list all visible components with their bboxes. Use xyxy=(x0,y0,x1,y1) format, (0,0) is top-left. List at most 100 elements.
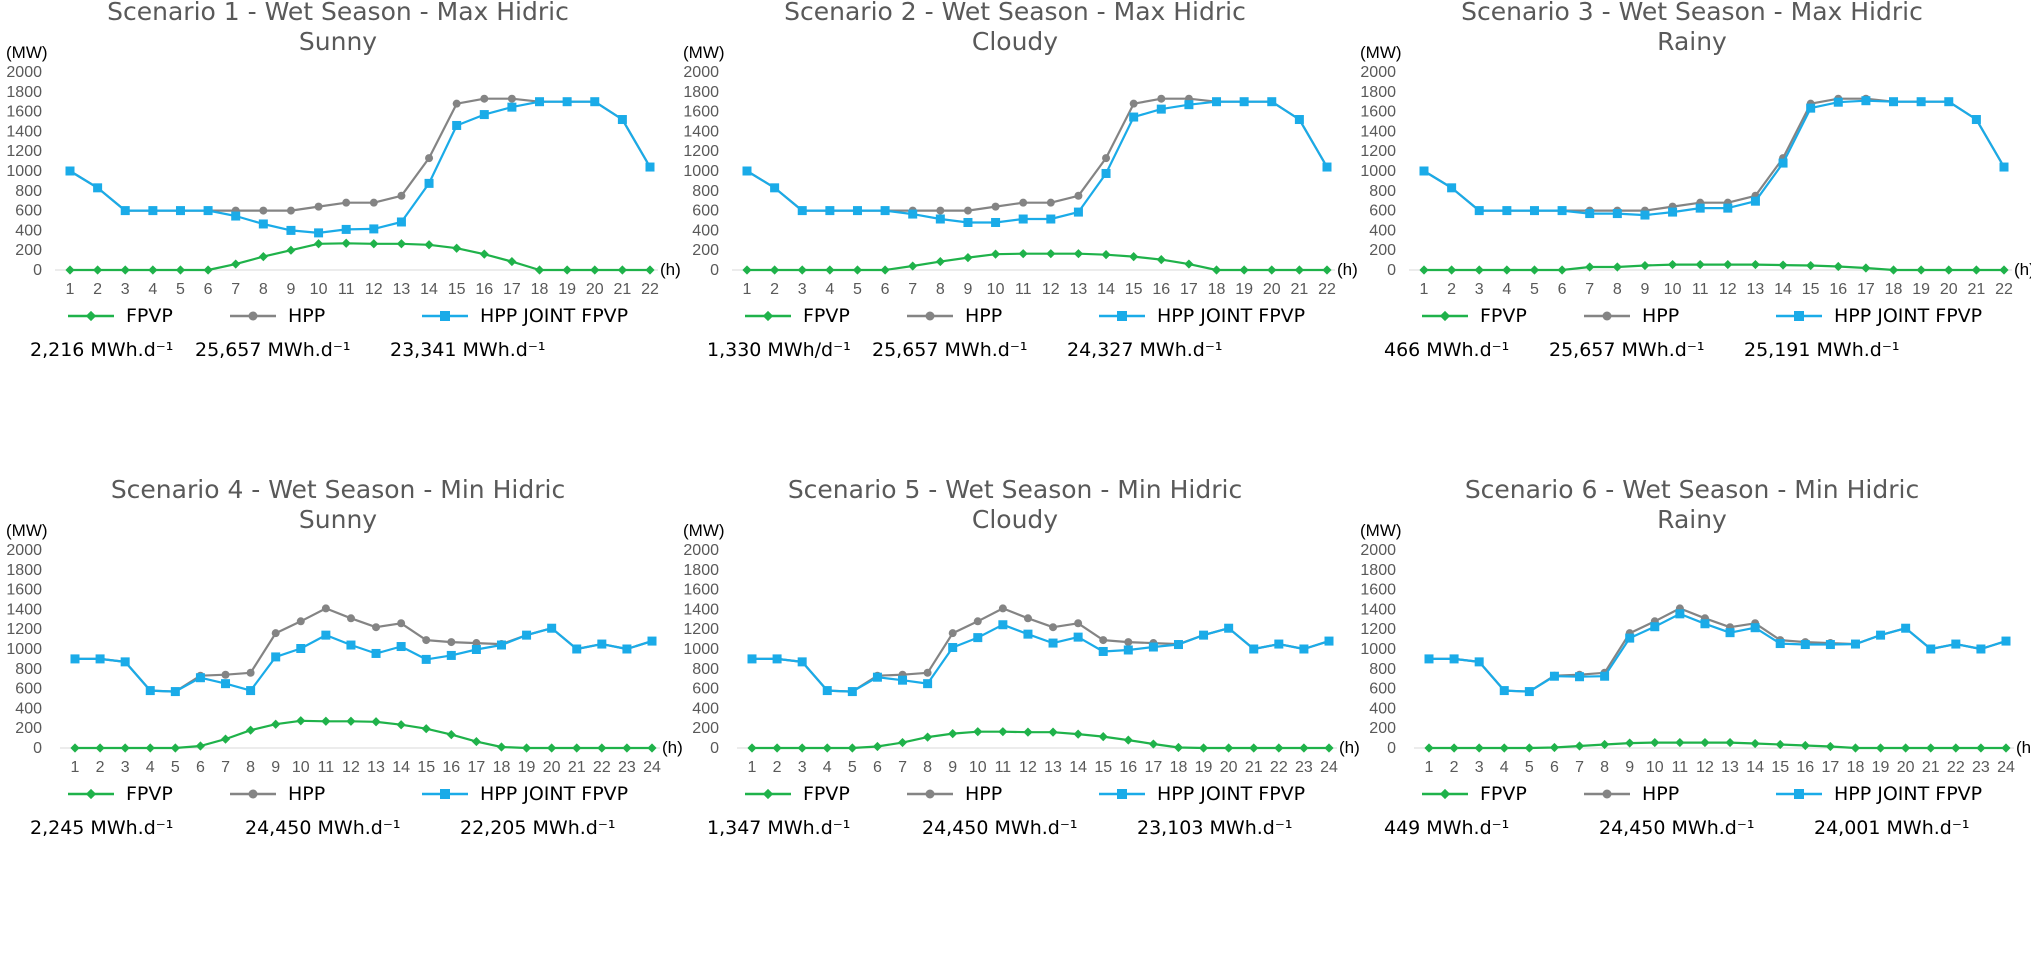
data-point-fpvp xyxy=(908,261,918,271)
legend-label-hpp: HPP xyxy=(288,783,325,805)
data-point-hpp-joint-fpvp xyxy=(479,110,489,120)
data-point-hpp-joint-fpvp xyxy=(1173,640,1183,650)
data-point-hpp-joint-fpvp xyxy=(852,206,862,216)
data-point-hpp xyxy=(1049,623,1058,632)
x-tick-label: 9 xyxy=(286,281,295,298)
data-point-fpvp xyxy=(973,727,983,737)
legend-marker-hpp xyxy=(248,311,258,321)
x-tick-label: 6 xyxy=(873,759,882,776)
x-tick-label: 11 xyxy=(338,281,355,298)
x-tick-label: 15 xyxy=(1802,281,1820,298)
x-tick-label: 18 xyxy=(493,759,511,776)
data-point-hpp-joint-fpvp xyxy=(1778,158,1788,168)
x-tick-label: 19 xyxy=(518,759,536,776)
data-point-fpvp xyxy=(1156,255,1166,265)
data-point-hpp-joint-fpvp xyxy=(597,639,607,649)
chart-subtitle: Sunny xyxy=(299,27,377,56)
y-tick-label: 200 xyxy=(692,720,719,737)
data-point-hpp-joint-fpvp xyxy=(547,623,557,633)
data-point-fpvp xyxy=(145,743,155,753)
data-point-fpvp xyxy=(1474,743,1484,753)
data-point-hpp-joint-fpvp xyxy=(1529,206,1539,216)
y-tick-label: 200 xyxy=(15,242,42,259)
data-point-hpp xyxy=(507,94,516,103)
x-tick-label: 20 xyxy=(1263,281,1281,298)
data-point-hpp xyxy=(452,99,461,108)
data-point-hpp-joint-fpvp xyxy=(617,115,627,125)
data-point-hpp xyxy=(321,604,330,613)
x-tick-label: 1 xyxy=(71,759,80,776)
data-point-fpvp xyxy=(1806,260,1816,271)
data-point-fpvp xyxy=(371,717,381,727)
data-point-fpvp xyxy=(1700,737,1710,748)
line-chart-3: Scenario 3 - Wet Season - Max HidricRain… xyxy=(1360,0,2031,361)
data-point-fpvp xyxy=(935,256,945,267)
data-point-fpvp xyxy=(1224,743,1234,753)
y-axis-label: (MW) xyxy=(1360,521,1402,540)
daily-total-hpp-joint-fpvp: 22,205 MWh.d⁻¹ xyxy=(460,817,616,839)
data-point-hpp-joint-fpvp xyxy=(1850,639,1860,649)
data-point-hpp-joint-fpvp xyxy=(1725,628,1735,638)
data-point-fpvp xyxy=(507,256,517,267)
data-point-hpp xyxy=(422,636,431,645)
x-tick-label: 2 xyxy=(93,281,102,298)
x-tick-label: 13 xyxy=(1721,759,1739,776)
x-tick-label: 12 xyxy=(1696,759,1714,776)
series-line-hpp-joint-fpvp xyxy=(1423,99,2005,217)
data-point-fpvp xyxy=(1951,743,1961,753)
legend-marker-fpvp xyxy=(1439,788,1451,800)
x-tick-label: 21 xyxy=(1245,759,1263,776)
series-line-fpvp xyxy=(1424,263,2004,272)
data-point-fpvp xyxy=(1750,259,1761,270)
series-line-hpp xyxy=(1423,97,2005,212)
data-point-fpvp xyxy=(998,727,1008,737)
y-tick-label: 1200 xyxy=(6,621,42,638)
series-line-hpp xyxy=(752,607,1330,693)
x-tick-label: 10 xyxy=(310,281,328,298)
x-tick-label: 6 xyxy=(196,759,205,776)
y-tick-label: 800 xyxy=(692,183,719,200)
chart-panel-1: Scenario 1 - Wet Season - Max Hidric Sunn… xyxy=(0,0,681,477)
data-point-hpp xyxy=(221,670,230,679)
legend-marker-hpp xyxy=(248,789,258,799)
x-tick-label: 1 xyxy=(748,759,757,776)
y-tick-label: 1400 xyxy=(1360,123,1396,140)
x-tick-label: 22 xyxy=(1318,281,1336,298)
y-tick-label: 600 xyxy=(15,681,42,698)
y-tick-label: 1600 xyxy=(1360,104,1396,121)
data-point-hpp-joint-fpvp xyxy=(1073,632,1083,642)
data-point-hpp-joint-fpvp xyxy=(1101,168,1111,178)
data-point-hpp-joint-fpvp xyxy=(1695,203,1705,213)
x-tick-label: 22 xyxy=(641,281,659,298)
data-point-hpp-joint-fpvp xyxy=(1800,640,1810,650)
data-point-hpp-joint-fpvp xyxy=(246,686,256,696)
x-tick-label: 10 xyxy=(1646,759,1664,776)
chart-subtitle: Rainy xyxy=(1657,27,1727,56)
y-tick-label: 400 xyxy=(15,700,42,717)
x-tick-label: 20 xyxy=(1897,759,1915,776)
data-point-hpp-joint-fpvp xyxy=(120,657,130,667)
legend-label-fpvp: FPVP xyxy=(1480,305,1527,327)
data-point-hpp xyxy=(314,202,323,211)
data-point-hpp xyxy=(296,617,305,626)
daily-total-hpp: 25,657 MWh.d⁻¹ xyxy=(872,339,1028,361)
x-tick-label: 16 xyxy=(1796,759,1814,776)
data-point-hpp-joint-fpvp xyxy=(1775,639,1785,649)
data-point-fpvp xyxy=(1800,740,1810,751)
data-point-fpvp xyxy=(923,732,933,742)
y-tick-label: 1400 xyxy=(6,123,42,140)
y-tick-label: 400 xyxy=(692,222,719,239)
x-tick-label: 6 xyxy=(1550,759,1559,776)
data-point-hpp-joint-fpvp xyxy=(1640,210,1650,220)
data-point-hpp xyxy=(271,629,280,638)
data-point-hpp xyxy=(998,604,1007,613)
x-tick-label: 18 xyxy=(1170,759,1188,776)
daily-total-fpvp: 2,216 MWh.d⁻¹ xyxy=(30,339,173,361)
data-point-fpvp xyxy=(742,265,752,275)
line-chart-1: Scenario 1 - Wet Season - Max HidricSunn… xyxy=(6,0,681,361)
data-point-fpvp xyxy=(1574,741,1585,751)
x-tick-label: 16 xyxy=(475,281,493,298)
data-point-hpp-joint-fpvp xyxy=(935,214,945,224)
data-point-hpp-joint-fpvp xyxy=(1148,642,1158,652)
data-point-fpvp xyxy=(1557,265,1567,275)
